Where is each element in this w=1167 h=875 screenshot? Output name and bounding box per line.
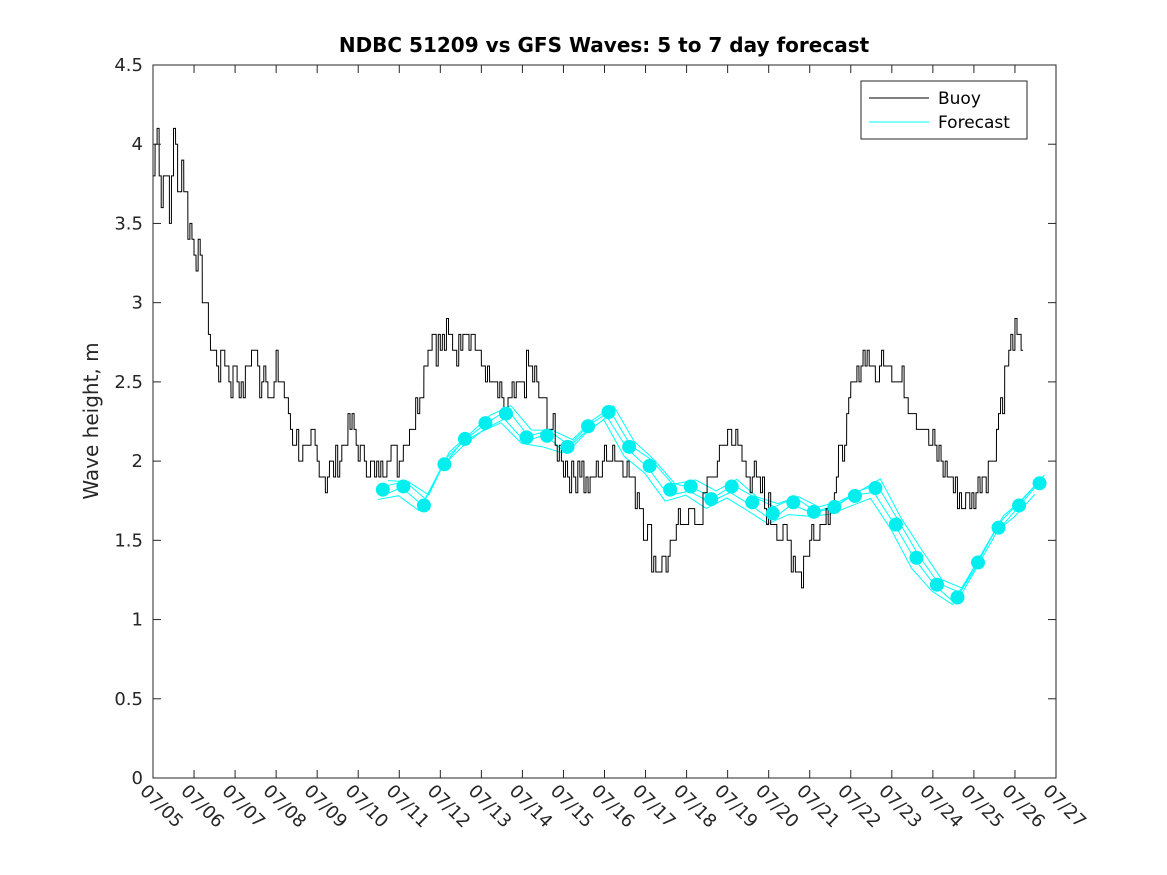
forecast-point [622,439,637,454]
forecast-point [519,430,534,445]
y-tick-label: 4 [132,134,143,155]
forecast-point [868,481,883,496]
forecast-point [683,479,698,494]
y-tick-label: 2 [132,451,143,472]
legend: Buoy Forecast [860,80,1028,140]
forecast-point [724,479,739,494]
forecast-point [560,439,575,454]
forecast-point [498,406,513,421]
y-tick-label: 0 [132,768,143,789]
forecast-point [581,419,596,434]
forecast-point [704,492,719,507]
forecast-point [827,500,842,515]
y-tick-label: 4.5 [114,55,143,76]
forecast-point [642,458,657,473]
forecast-point [1012,498,1027,513]
forecast-point [806,504,821,519]
forecast-point [888,517,903,532]
forecast-point [991,520,1006,535]
y-tick-label: 0.5 [114,689,143,710]
y-tick-label: 3 [132,293,143,314]
forecast-point [1032,476,1047,491]
y-axis-label: Wave height, m [79,342,103,499]
legend-forecast-label: Forecast [938,113,1010,133]
forecast-point [416,498,431,513]
forecast-markers [375,404,1047,605]
forecast-point [971,555,986,570]
y-tick-label: 1.5 [114,530,143,551]
chart-title: NDBC 51209 vs GFS Waves: 5 to 7 day fore… [339,33,870,57]
forecast-point [909,550,924,565]
buoy-line [153,127,1024,589]
y-tick-label: 1 [132,610,143,631]
forecast-point [540,428,555,443]
forecast-point [478,416,493,431]
forecast-point [950,590,965,605]
forecast-point [765,506,780,521]
forecast-point [786,495,801,510]
forecast-point [457,431,472,446]
forecast-point [437,457,452,472]
forecast-point [396,479,411,494]
forecast-point [601,404,616,419]
forecast-line [387,404,1045,589]
legend-buoy-label: Buoy [938,89,981,109]
y-tick-label: 3.5 [114,213,143,234]
forecast-point [375,482,390,497]
buoy-series [153,127,1024,589]
forecast-point [663,482,678,497]
legend-box [860,80,1028,140]
y-axis-ticks: 0 0.5 1 1.5 2 2.5 3 3.5 4 4.5 [114,55,1056,789]
forecast-point [745,495,760,510]
forecast-point [929,577,944,592]
forecast-point [847,488,862,503]
y-tick-label: 2.5 [114,372,143,393]
